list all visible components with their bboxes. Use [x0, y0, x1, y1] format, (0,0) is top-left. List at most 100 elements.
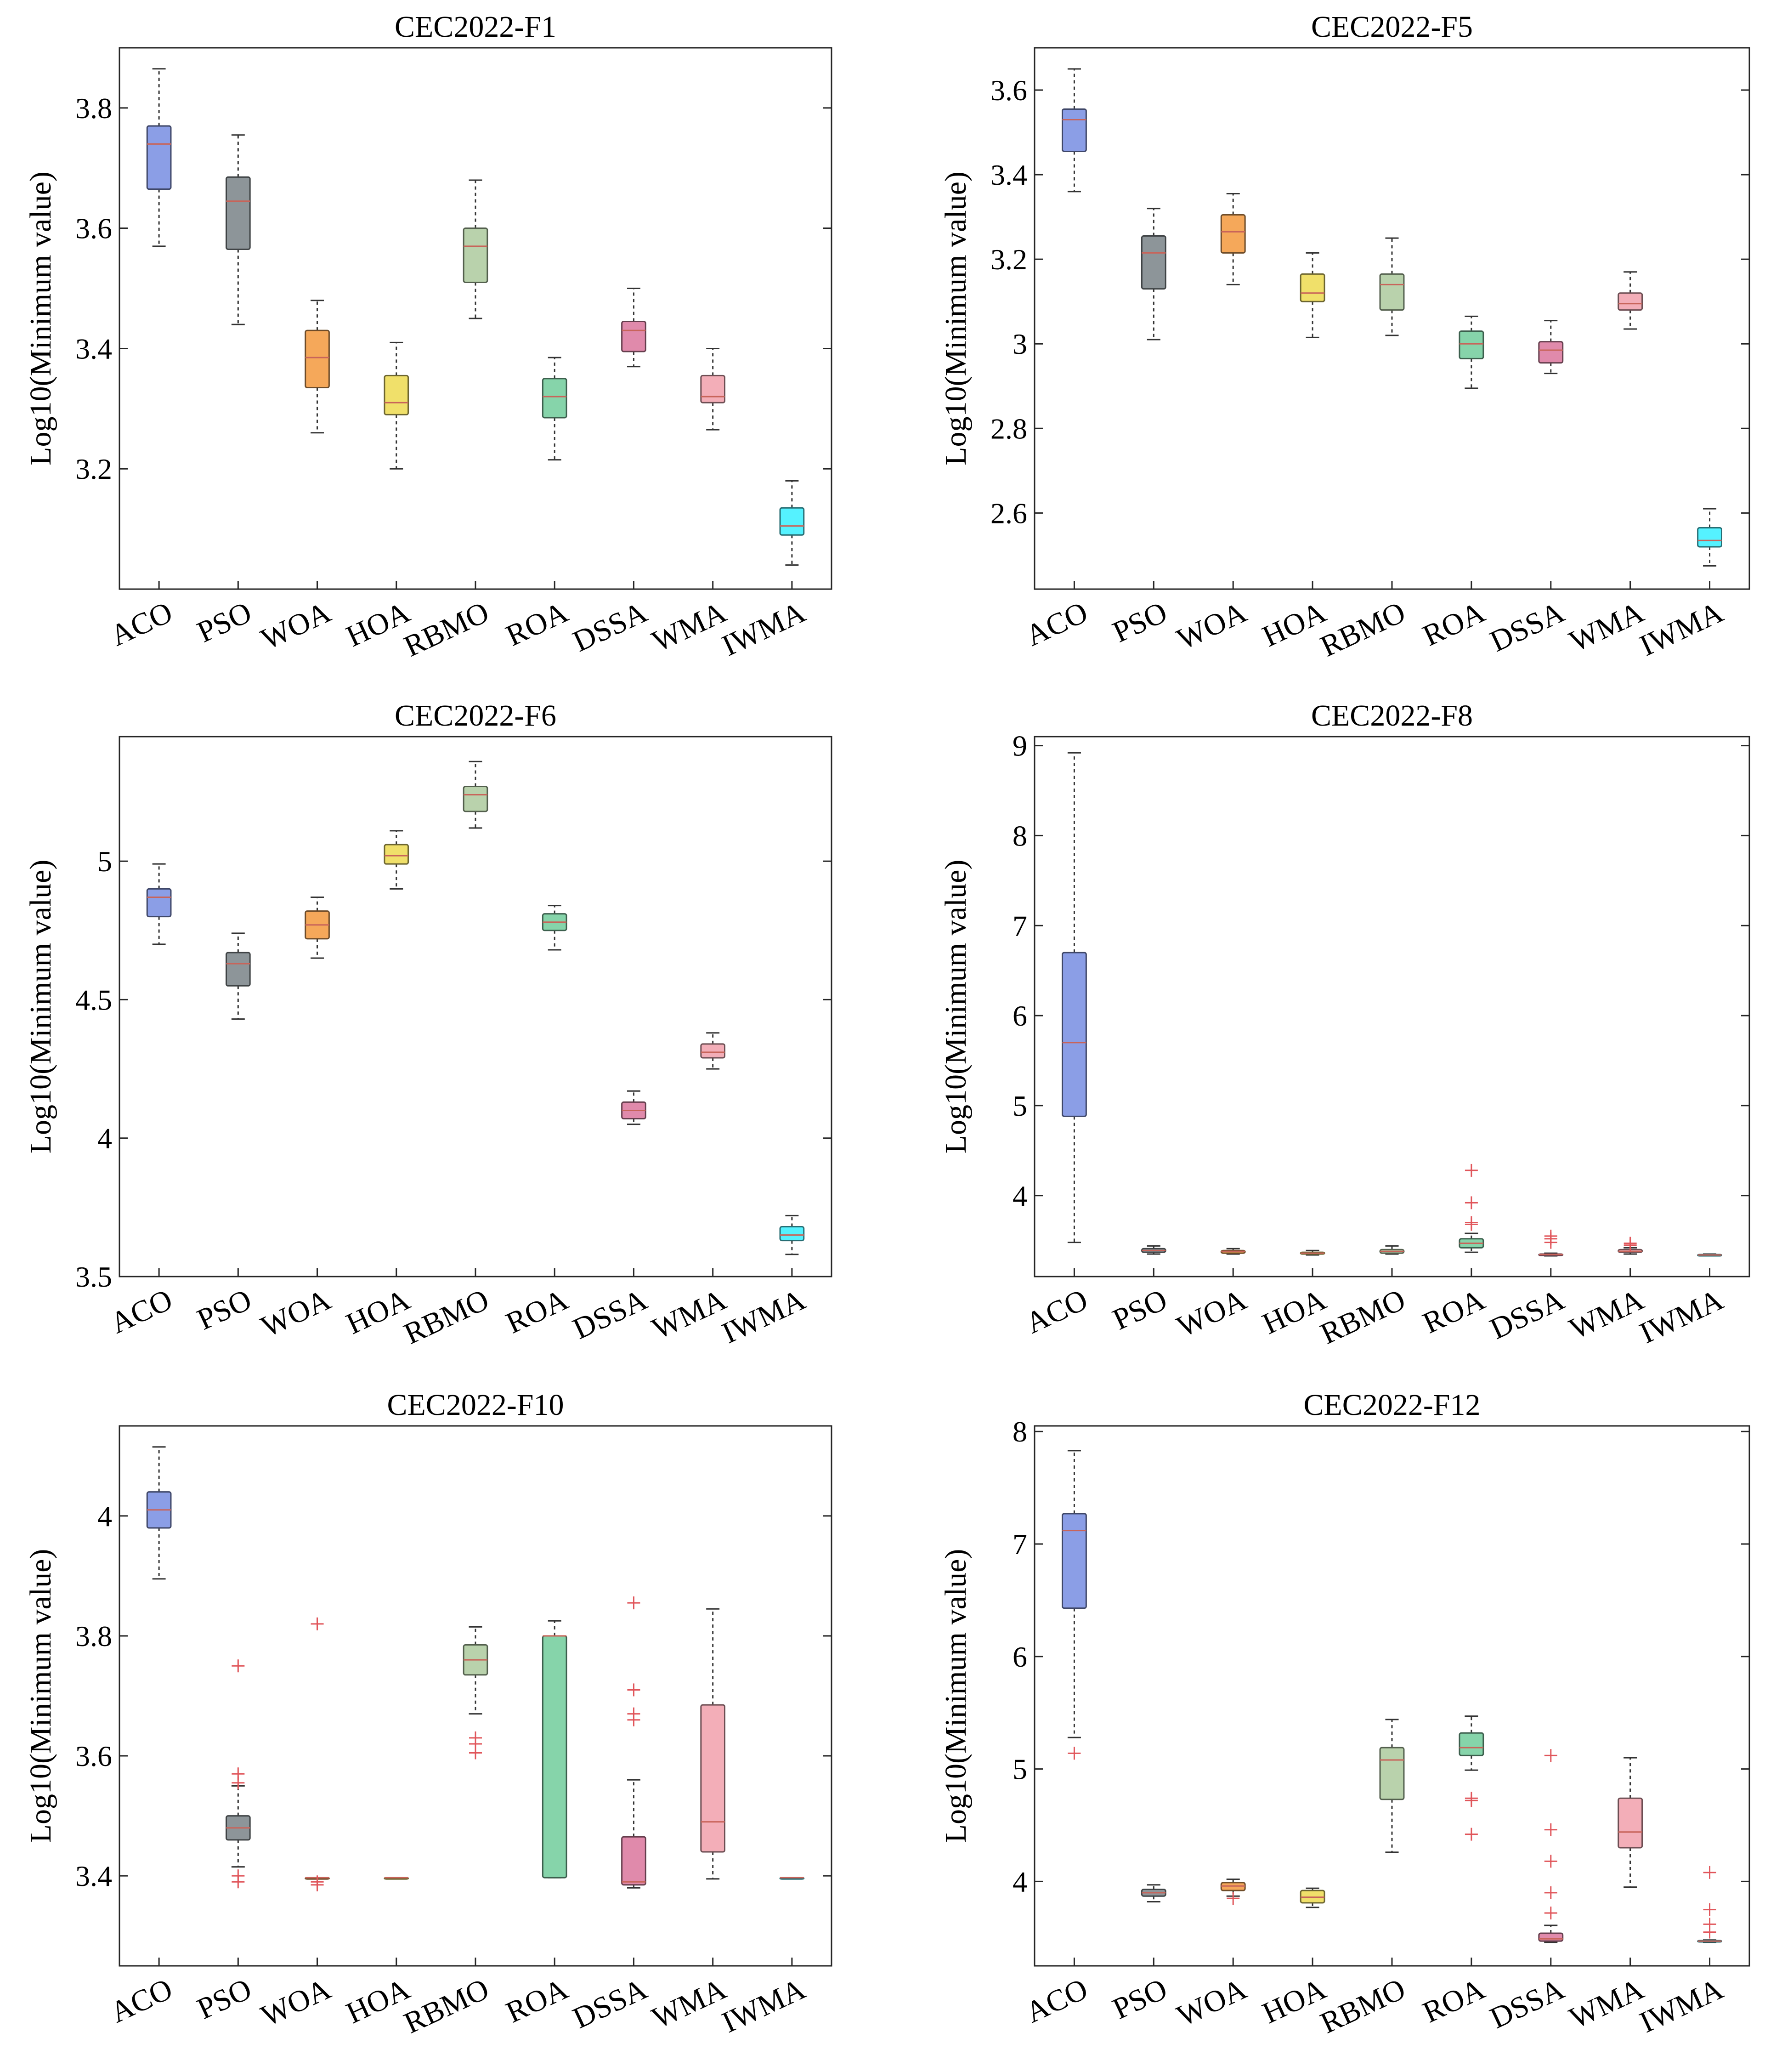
x-tick-label: ROA: [1418, 1972, 1490, 2029]
plot-area: [1034, 736, 1750, 1277]
x-tick-label: PSO: [192, 595, 257, 649]
panel-cec2022-f5: CEC2022-F5 Log10(Minimum value) 2.6 2.8 3 3.2…: [939, 10, 1750, 664]
box-iqr: [700, 1043, 726, 1059]
box-iqr: [542, 378, 567, 419]
outlier-marker: [1465, 1794, 1478, 1807]
x-tick-label: ACO: [105, 1972, 177, 2029]
box-iqr: [1141, 235, 1166, 290]
box-iqr: [1220, 214, 1246, 254]
y-tick-label: 3.2: [990, 243, 1027, 276]
box-iqr: [226, 952, 251, 987]
panel-cec2022-f6: CEC2022-F6 Log10(Minimum value) 3.5 4 4.5 5 AC…: [24, 699, 832, 1351]
y-tick-label: 4: [97, 1500, 112, 1533]
box-iqr: [1459, 1732, 1484, 1756]
box-iqr: [542, 1635, 567, 1879]
box-iqr: [146, 125, 172, 190]
outlier-marker: [1624, 1238, 1637, 1252]
x-tick-label: WOA: [256, 1283, 336, 1344]
x-tick-label: IWMA: [1635, 1972, 1728, 2039]
y-tick-label: 3: [1013, 328, 1027, 360]
y-tick-label: 2.8: [990, 412, 1027, 445]
x-tick-label: DSSA: [1485, 1972, 1569, 2035]
chart-title: CEC2022-F1: [395, 10, 556, 44]
box-iqr: [779, 507, 805, 536]
x-tick-label: WOA: [1172, 1972, 1252, 2033]
x-tick-label: IWMA: [717, 595, 811, 663]
x-tick-label: RBMO: [1315, 1972, 1410, 2040]
x-tick-label: ACO: [1021, 1972, 1093, 2029]
x-tick-label: IWMA: [1635, 1283, 1728, 1350]
outlier-marker: [627, 1713, 640, 1726]
outlier-marker: [469, 1746, 482, 1760]
x-tick-label: ROA: [501, 1283, 573, 1340]
box-iqr: [305, 329, 330, 389]
x-tick-label: ACO: [1021, 1283, 1093, 1340]
y-axis-label: Log10(Minimum value): [24, 171, 57, 465]
panel-cec2022-f10: CEC2022-F10 Log10(Minimum value) 3.4 3.6 3.8…: [24, 1388, 832, 2040]
x-tick-label: DSSA: [1485, 1283, 1569, 1346]
box-iqr: [621, 1836, 646, 1886]
y-tick-label: 4: [1013, 1180, 1027, 1212]
x-tick-label: RBMO: [399, 1972, 494, 2040]
y-axis-label: Log10(Minimum value): [939, 1549, 973, 1843]
panel-cec2022-f12: CEC2022-F12 Log10(Minimum value) 4 5 6 7 8 ACO P…: [939, 1388, 1750, 2040]
x-tick-label: WOA: [256, 595, 336, 656]
box-iqr: [1062, 952, 1087, 1117]
box-iqr: [146, 888, 172, 918]
outlier-marker: [1703, 1903, 1716, 1916]
outlier-marker: [1465, 1164, 1478, 1177]
box-iqr: [700, 1704, 726, 1853]
outlier-marker: [311, 1878, 324, 1891]
y-tick-label: 5: [97, 845, 112, 878]
box-iqr: [1062, 1513, 1087, 1609]
x-tick-label: WMA: [1564, 1283, 1649, 1346]
y-axis-label: Log10(Minimum value): [24, 1549, 57, 1843]
x-tick-label: RBMO: [1315, 595, 1410, 663]
x-tick-label: HOA: [1257, 595, 1331, 653]
x-tick-label: WMA: [647, 1972, 731, 2035]
y-tick-label: 3.8: [75, 1620, 112, 1652]
y-tick-label: 2.6: [990, 497, 1027, 529]
box-iqr: [1618, 1797, 1643, 1849]
y-tick-label: 3.4: [75, 1860, 112, 1892]
outlier-marker: [1068, 1747, 1081, 1760]
outlier-marker: [1703, 1925, 1716, 1939]
y-tick-label: 3.6: [75, 212, 112, 245]
outlier-marker: [1544, 1236, 1557, 1249]
y-tick-label: 7: [1013, 1528, 1027, 1561]
box-iqr: [384, 844, 409, 865]
y-tick-label: 5: [1013, 1753, 1027, 1786]
outlier-marker: [627, 1683, 640, 1697]
outlier-marker: [1544, 1823, 1557, 1836]
x-tick-label: ACO: [1021, 595, 1093, 653]
y-tick-label: 4.5: [75, 983, 112, 1016]
x-tick-label: RBMO: [399, 1283, 494, 1351]
box-iqr: [463, 785, 488, 812]
outlier-marker: [1465, 1218, 1478, 1231]
x-tick-label: WMA: [1564, 1972, 1649, 2035]
x-tick-label: RBMO: [399, 595, 494, 663]
x-tick-label: WMA: [647, 595, 731, 658]
x-tick-label: PSO: [1108, 1283, 1172, 1336]
x-tick-label: WMA: [1564, 595, 1649, 658]
x-tick-label: ROA: [1418, 1283, 1490, 1340]
box-iqr: [226, 176, 251, 250]
chart-title: CEC2022-F8: [1311, 699, 1473, 732]
y-tick-label: 5: [1013, 1090, 1027, 1122]
y-tick-label: 8: [1013, 819, 1027, 852]
y-tick-label: 4: [1013, 1865, 1027, 1898]
x-tick-label: DSSA: [568, 595, 652, 658]
chart-title: CEC2022-F12: [1303, 1388, 1480, 1422]
x-tick-label: ROA: [1418, 595, 1490, 653]
x-tick-label: WOA: [1172, 1283, 1252, 1344]
x-tick-label: ROA: [501, 1972, 573, 2029]
x-tick-label: RBMO: [1315, 1283, 1410, 1351]
y-tick-label: 3.4: [990, 159, 1027, 191]
x-tick-label: IWMA: [717, 1283, 811, 1350]
box-iqr: [1459, 330, 1484, 359]
x-tick-label: HOA: [1257, 1972, 1331, 2030]
y-axis-label: Log10(Minimum value): [24, 860, 57, 1154]
x-tick-label: ACO: [105, 1283, 177, 1340]
y-axis-label: Log10(Minimum value): [939, 860, 973, 1154]
x-tick-label: PSO: [192, 1283, 257, 1336]
